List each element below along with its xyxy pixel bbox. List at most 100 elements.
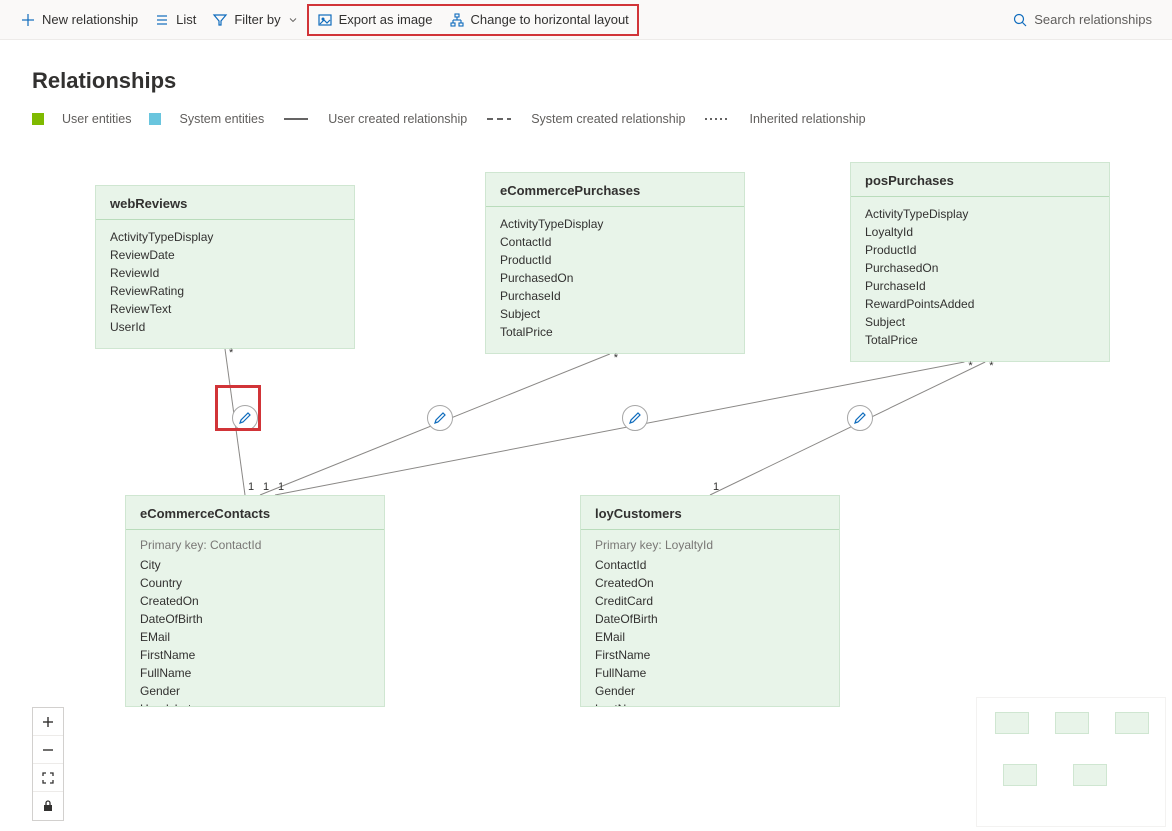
entity-field: FullName (140, 664, 370, 682)
legend-user-rel: User created relationship (328, 112, 467, 126)
zoom-lock-button[interactable] (33, 792, 63, 820)
hierarchy-icon (449, 12, 465, 28)
list-label: List (176, 12, 196, 27)
edit-relationship-button[interactable] (847, 405, 873, 431)
edit-relationship-button[interactable] (622, 405, 648, 431)
entity-field: ReviewRating (110, 282, 340, 300)
entity-field: ActivityTypeDisplay (110, 228, 340, 246)
entity-field: City (140, 556, 370, 574)
entity-card-eCommerceContacts[interactable]: eCommerceContactsPrimary key: ContactIdC… (125, 495, 385, 707)
image-icon (317, 12, 333, 28)
entity-field: ActivityTypeDisplay (865, 205, 1095, 223)
zoom-out-button[interactable] (33, 736, 63, 764)
entity-card-eCommercePurchases[interactable]: eCommercePurchasesActivityTypeDisplayCon… (485, 172, 745, 354)
search-relationships[interactable]: Search relationships (1004, 8, 1160, 32)
user-entity-swatch (32, 113, 44, 125)
entity-field: UserId (110, 318, 340, 336)
filter-by-label: Filter by (234, 12, 280, 27)
entity-card-loyCustomers[interactable]: loyCustomersPrimary key: LoyaltyIdContac… (580, 495, 840, 707)
entity-field: EMail (140, 628, 370, 646)
cardinality-mark: * (229, 347, 233, 359)
entity-field: PurchaseId (865, 277, 1095, 295)
entity-field: Gender (595, 682, 825, 700)
entity-field: ProductId (865, 241, 1095, 259)
cardinality-mark: 1 (263, 481, 269, 493)
page-title: Relationships (0, 40, 1172, 112)
cardinality-mark: 1 (278, 481, 284, 493)
entity-title: loyCustomers (581, 496, 839, 530)
minimap-node (1115, 712, 1149, 734)
entity-title: webReviews (96, 186, 354, 220)
entity-card-webReviews[interactable]: webReviewsActivityTypeDisplayReviewDateR… (95, 185, 355, 349)
entity-field: ReviewId (110, 264, 340, 282)
entity-field: PurchasedOn (500, 269, 730, 287)
entity-field: CreditCard (595, 592, 825, 610)
pencil-icon (853, 411, 867, 425)
pencil-icon (628, 411, 642, 425)
legend-inherited-rel: Inherited relationship (749, 112, 865, 126)
entity-field: Headshot (140, 700, 370, 707)
search-icon (1012, 12, 1028, 28)
entity-field: PurchaseId (500, 287, 730, 305)
list-view-button[interactable]: List (146, 8, 204, 32)
entity-field: LastName (595, 700, 825, 707)
entity-body: Primary key: LoyaltyIdContactIdCreatedOn… (581, 530, 839, 707)
entity-field: LoyaltyId (865, 223, 1095, 241)
system-entity-swatch (149, 113, 161, 125)
entity-field: Country (140, 574, 370, 592)
search-placeholder: Search relationships (1034, 12, 1152, 27)
minus-icon (41, 743, 55, 757)
entity-field: DateOfBirth (140, 610, 370, 628)
entity-field: Subject (500, 305, 730, 323)
user-rel-line-icon (282, 114, 310, 124)
filter-icon (212, 12, 228, 28)
zoom-fit-button[interactable] (33, 764, 63, 792)
minimap[interactable] (976, 697, 1166, 827)
legend-system-entities: System entities (179, 112, 264, 126)
entity-field: ContactId (500, 233, 730, 251)
new-relationship-button[interactable]: New relationship (12, 8, 146, 32)
primary-key: Primary key: ContactId (140, 538, 370, 552)
entity-field: CreatedOn (595, 574, 825, 592)
minimap-node (1055, 712, 1089, 734)
legend: User entities System entities User creat… (0, 112, 1172, 136)
entity-title: eCommercePurchases (486, 173, 744, 207)
legend-system-rel: System created relationship (531, 112, 685, 126)
entity-card-posPurchases[interactable]: posPurchasesActivityTypeDisplayLoyaltyId… (850, 162, 1110, 362)
expand-icon (41, 771, 55, 785)
export-image-button[interactable]: Export as image (309, 8, 441, 32)
entity-field: RewardPointsAdded (865, 295, 1095, 313)
plus-icon (20, 12, 36, 28)
entity-field: Subject (865, 313, 1095, 331)
entity-body: ActivityTypeDisplayReviewDateReviewIdRev… (96, 220, 354, 348)
minimap-node (1073, 764, 1107, 786)
entity-body: ActivityTypeDisplayLoyaltyIdProductId Pur… (851, 197, 1109, 361)
zoom-in-button[interactable] (33, 708, 63, 736)
entity-field: Gender (140, 682, 370, 700)
export-image-label: Export as image (339, 12, 433, 27)
filter-by-button[interactable]: Filter by (204, 8, 306, 32)
entity-body: ActivityTypeDisplayContactIdProductIdPur… (486, 207, 744, 353)
minimap-node (995, 712, 1029, 734)
primary-key: Primary key: LoyaltyId (595, 538, 825, 552)
legend-user-entities: User entities (62, 112, 131, 126)
system-rel-line-icon (485, 114, 513, 124)
entity-body: Primary key: ContactIdCityCountryCreated… (126, 530, 384, 707)
minimap-node (1003, 764, 1037, 786)
entity-field: DateOfBirth (595, 610, 825, 628)
entity-field: ReviewDate (110, 246, 340, 264)
toolbar-highlight-box: Export as image Change to horizontal lay… (307, 4, 639, 36)
entity-field: TotalPrice (500, 323, 730, 341)
cardinality-mark: * (968, 360, 972, 372)
cardinality-mark: 1 (713, 481, 719, 493)
change-layout-button[interactable]: Change to horizontal layout (441, 8, 637, 32)
list-icon (154, 12, 170, 28)
edit-relationship-button[interactable] (427, 405, 453, 431)
entity-field: FirstName (595, 646, 825, 664)
zoom-controls (32, 707, 64, 821)
change-layout-label: Change to horizontal layout (471, 12, 629, 27)
entity-field: ReviewText (110, 300, 340, 318)
pencil-icon (433, 411, 447, 425)
entity-field: ProductId (500, 251, 730, 269)
cardinality-mark: * (989, 360, 993, 372)
